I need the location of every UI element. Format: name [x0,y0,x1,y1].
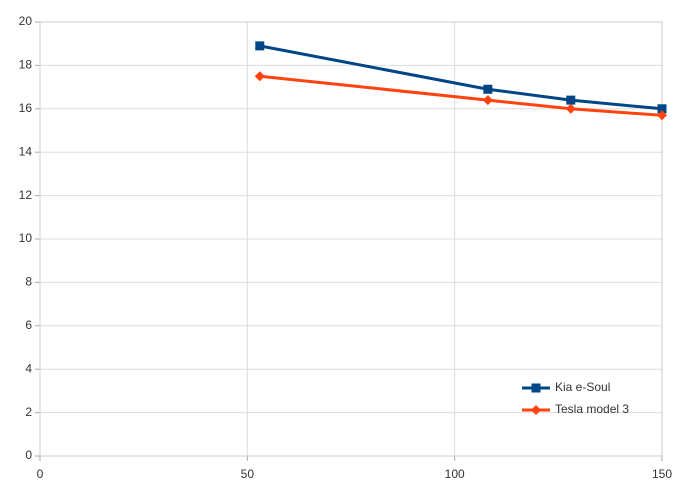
marker [482,95,493,106]
x-tick-label: 100 [445,467,465,481]
x-tick-label: 0 [37,467,44,481]
marker [483,84,493,94]
x-tick-label: 150 [652,467,672,481]
series-line [259,74,663,117]
marker [566,95,576,105]
marker [254,71,265,82]
marker [565,103,576,114]
marker [531,383,541,393]
series-line [259,44,663,111]
marker [657,104,667,114]
y-tick-label: 14 [19,144,33,158]
legend-label: Tesla model 3 [555,402,629,416]
y-tick-label: 2 [25,405,32,419]
y-tick-label: 12 [19,188,33,202]
marker [255,41,265,51]
y-tick-label: 20 [19,14,33,28]
y-tick-label: 8 [25,275,32,289]
y-tick-label: 6 [25,318,32,332]
y-tick-label: 18 [19,58,33,72]
plot-frame [39,21,663,457]
y-tick-label: 10 [19,231,33,245]
legend-label: Kia e-Soul [555,380,610,394]
y-tick-label: 0 [25,448,32,462]
marker [531,405,541,415]
marker [657,110,667,121]
y-tick-label: 4 [25,361,32,375]
y-tick-label: 16 [19,101,33,115]
x-tick-label: 50 [241,467,255,481]
